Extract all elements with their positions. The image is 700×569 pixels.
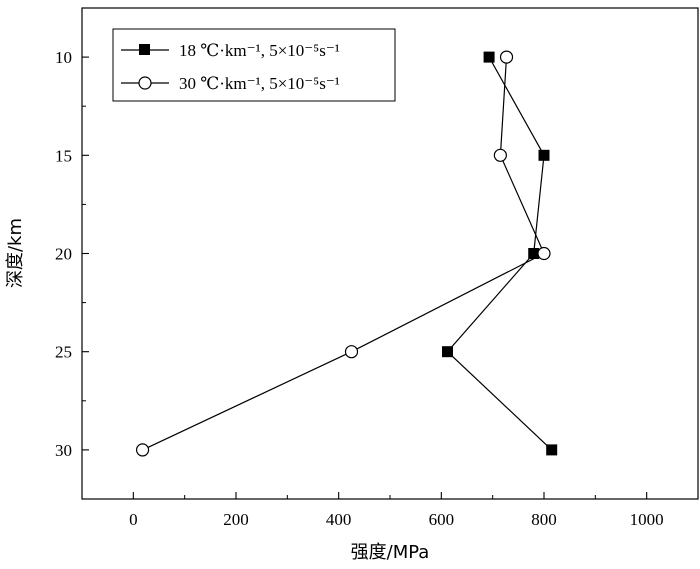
series-1-point (546, 444, 558, 456)
y-axis-label: 深度/km (5, 218, 26, 288)
x-tick-label: 800 (531, 510, 557, 529)
x-axis-ticks: 0 200 400 600 800 1000 (81, 492, 664, 529)
y-tick-label: 20 (55, 245, 72, 264)
x-tick-label: 600 (429, 510, 455, 529)
series-2-point (537, 246, 551, 261)
legend: 18 ℃·km⁻¹, 5×10⁻⁵s⁻¹ 30 ℃·km⁻¹, 5×10⁻⁵s⁻… (112, 28, 396, 102)
legend-marker-series-1 (139, 44, 150, 55)
series-1-point (483, 51, 495, 63)
x-tick-label: 0 (129, 510, 138, 529)
y-tick-label: 10 (55, 48, 72, 67)
legend-label-series-2: 30 ℃·km⁻¹, 5×10⁻⁵s⁻¹ (179, 74, 340, 93)
x-axis-label: 强度/MPa (351, 542, 430, 563)
y-axis-ticks: 10 15 20 25 30 (55, 48, 89, 460)
series-1-point (441, 346, 453, 358)
series-2-point (499, 50, 514, 64)
legend-marker-series-2 (138, 76, 152, 90)
y-tick-label: 30 (55, 441, 72, 460)
series-2-line (142, 57, 545, 451)
series-2-point (135, 443, 150, 457)
series-1-point (528, 248, 540, 259)
legend-box (112, 28, 396, 102)
y-tick-label: 15 (55, 146, 72, 165)
legend-label-series-1: 18 ℃·km⁻¹, 5×10⁻⁵s⁻¹ (179, 41, 340, 60)
y-tick-label: 25 (55, 343, 72, 362)
x-tick-label: 200 (223, 510, 249, 529)
series-1-point (538, 149, 550, 161)
series-2-point (493, 148, 507, 162)
x-tick-label: 400 (326, 510, 352, 529)
series-2-point (344, 345, 359, 359)
x-tick-label: 1000 (630, 510, 664, 529)
series-layer (135, 50, 558, 457)
